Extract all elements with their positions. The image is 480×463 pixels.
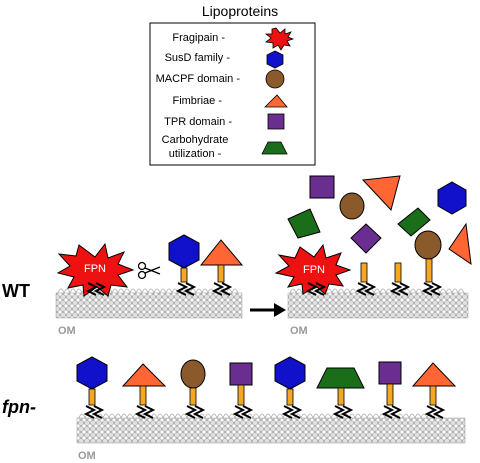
fpn-stalk-2 <box>139 385 147 406</box>
fpn-stalk-6 <box>337 387 345 406</box>
fpn-stalk-7 <box>386 383 394 406</box>
fpn-om-label: OM <box>78 450 96 462</box>
fpn-stalk-4 <box>237 384 245 406</box>
wt-fimbriae-anchor <box>211 282 233 296</box>
wt-fpn-star-icon <box>56 242 135 297</box>
released-fimbriae-triangle-2-icon <box>448 222 472 266</box>
fpn-susd-hexagon-icon <box>76 356 108 390</box>
wt-transition-arrow <box>250 303 286 317</box>
wt-susd-hexagon-icon <box>168 234 200 269</box>
fpn-stalk-5 <box>286 388 294 406</box>
released-fimbriae-triangle-icon <box>361 175 401 212</box>
legend-label-susd: SusD family - <box>165 52 231 64</box>
released-susd-hexagon-icon <box>437 181 467 215</box>
legend-label-carbohydrate-line2: utilization - <box>169 148 222 160</box>
legend-label-fimbriae: Fimbriae - <box>172 95 222 107</box>
wt-fimbriae-stalk <box>217 264 225 283</box>
legend-box <box>149 22 316 166</box>
fpn-tpr-square-icon <box>229 362 253 386</box>
wt-om-label-right: OM <box>290 325 308 337</box>
wt-susd-anchor <box>175 282 197 296</box>
fpn-anchor-5 <box>281 405 303 419</box>
legend-label-macpf: MACPF domain - <box>156 73 241 85</box>
fpn-anchor-6 <box>332 405 354 419</box>
fragipain-star-icon <box>264 27 295 51</box>
fpn-stalk-8 <box>429 385 437 406</box>
wt-fimbriae-triangle-icon <box>199 239 244 266</box>
fpn-anchor-4 <box>232 405 254 419</box>
fpn-anchor-7 <box>381 405 403 419</box>
wt-empty-anchor-1 <box>355 282 377 296</box>
legend-label-fragipain: Fragipain - <box>172 32 225 44</box>
fpn-anchor-1 <box>83 405 105 419</box>
wt-label: WT <box>2 281 30 301</box>
fpn-membrane <box>76 413 466 444</box>
fpn-tpr-square-2-icon <box>378 361 402 385</box>
wt-membrane-left <box>55 288 243 319</box>
wt-macpf-stalk <box>425 258 433 283</box>
carbohydrate-trapezoid-icon <box>261 141 288 155</box>
released-tpr-square-icon <box>309 175 335 199</box>
legend-label-tpr: TPR domain - <box>164 116 232 128</box>
fpn-anchor-8 <box>424 405 446 419</box>
fpn-anchor-3 <box>184 405 206 419</box>
wt-membrane-right <box>287 288 469 319</box>
fpn-macpf-circle-icon <box>180 359 206 389</box>
scissors-icon <box>137 261 161 280</box>
wt-empty-stalk-1 <box>360 262 368 283</box>
wt-fpn-anchor <box>85 282 107 296</box>
wt-fpn-label: FPN <box>84 263 106 275</box>
wt-macpf-anchor <box>421 282 443 296</box>
fpn-label: fpn- <box>2 397 36 417</box>
wt-macpf-circle-icon <box>414 230 442 260</box>
wt-empty-anchor-2 <box>389 282 411 296</box>
fpn-susd-hexagon-2-icon <box>274 356 306 390</box>
fimbriae-triangle-icon <box>264 94 288 108</box>
fpn-panel: fpn- OM <box>2 356 466 462</box>
fpn-stalk-1 <box>88 388 96 406</box>
fpn-anchor-2 <box>134 405 156 419</box>
wt-fpn-right-label: FPN <box>303 264 325 276</box>
wt-fpn-right-anchor <box>305 282 327 296</box>
wt-fpn-star-right-icon <box>274 243 352 295</box>
released-tpr-square-2-icon <box>350 223 382 254</box>
legend: Lipoproteins Fragipain - SusD family - M… <box>149 3 316 166</box>
wt-om-label-left: OM <box>58 325 76 337</box>
released-carbohydrate-trapezoid-icon <box>287 208 321 239</box>
tpr-square-icon <box>267 113 285 130</box>
legend-label-carbohydrate-line1: Carbohydrate <box>162 134 229 146</box>
fpn-fimbriae-triangle-2-icon <box>411 362 457 387</box>
released-macpf-circle-icon <box>339 192 365 220</box>
released-carbohydrate-trapezoid-2-icon <box>397 207 431 237</box>
macpf-circle-icon <box>265 69 285 89</box>
legend-title: Lipoproteins <box>202 3 278 19</box>
wt-susd-stalk <box>180 267 188 283</box>
wt-panel: WT OM FPN <box>2 175 472 337</box>
susd-hexagon-icon <box>266 50 284 69</box>
fpn-carbohydrate-trapezoid-icon <box>316 367 365 389</box>
fpn-stalk-3 <box>189 387 197 406</box>
fpn-fimbriae-triangle-icon <box>121 363 167 387</box>
wt-empty-stalk-2 <box>394 262 402 283</box>
